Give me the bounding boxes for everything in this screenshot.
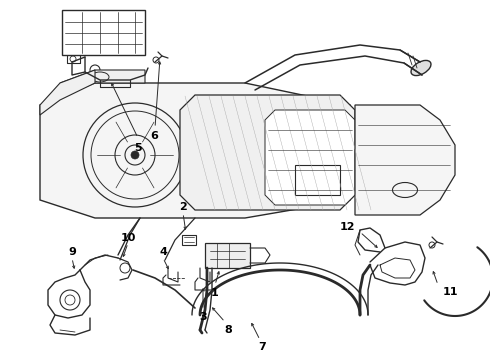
Bar xyxy=(62,10,145,55)
Bar xyxy=(182,235,196,245)
Text: 1: 1 xyxy=(211,288,219,298)
Text: 7: 7 xyxy=(258,342,266,352)
Polygon shape xyxy=(355,105,455,215)
Polygon shape xyxy=(60,70,145,83)
Bar xyxy=(295,165,340,195)
Text: 10: 10 xyxy=(121,233,136,243)
Text: 6: 6 xyxy=(150,131,158,141)
Polygon shape xyxy=(40,83,360,218)
Text: 3: 3 xyxy=(199,312,207,322)
Ellipse shape xyxy=(411,60,431,76)
Text: 4: 4 xyxy=(159,247,167,257)
Text: 11: 11 xyxy=(443,287,459,297)
Text: 12: 12 xyxy=(340,222,355,232)
Polygon shape xyxy=(40,70,95,115)
Text: 5: 5 xyxy=(134,143,142,153)
Bar xyxy=(205,243,250,268)
Circle shape xyxy=(131,151,139,159)
Text: 8: 8 xyxy=(224,325,232,335)
Text: 2: 2 xyxy=(179,202,187,212)
Text: 9: 9 xyxy=(68,247,76,257)
Polygon shape xyxy=(180,95,355,210)
Polygon shape xyxy=(265,110,355,205)
